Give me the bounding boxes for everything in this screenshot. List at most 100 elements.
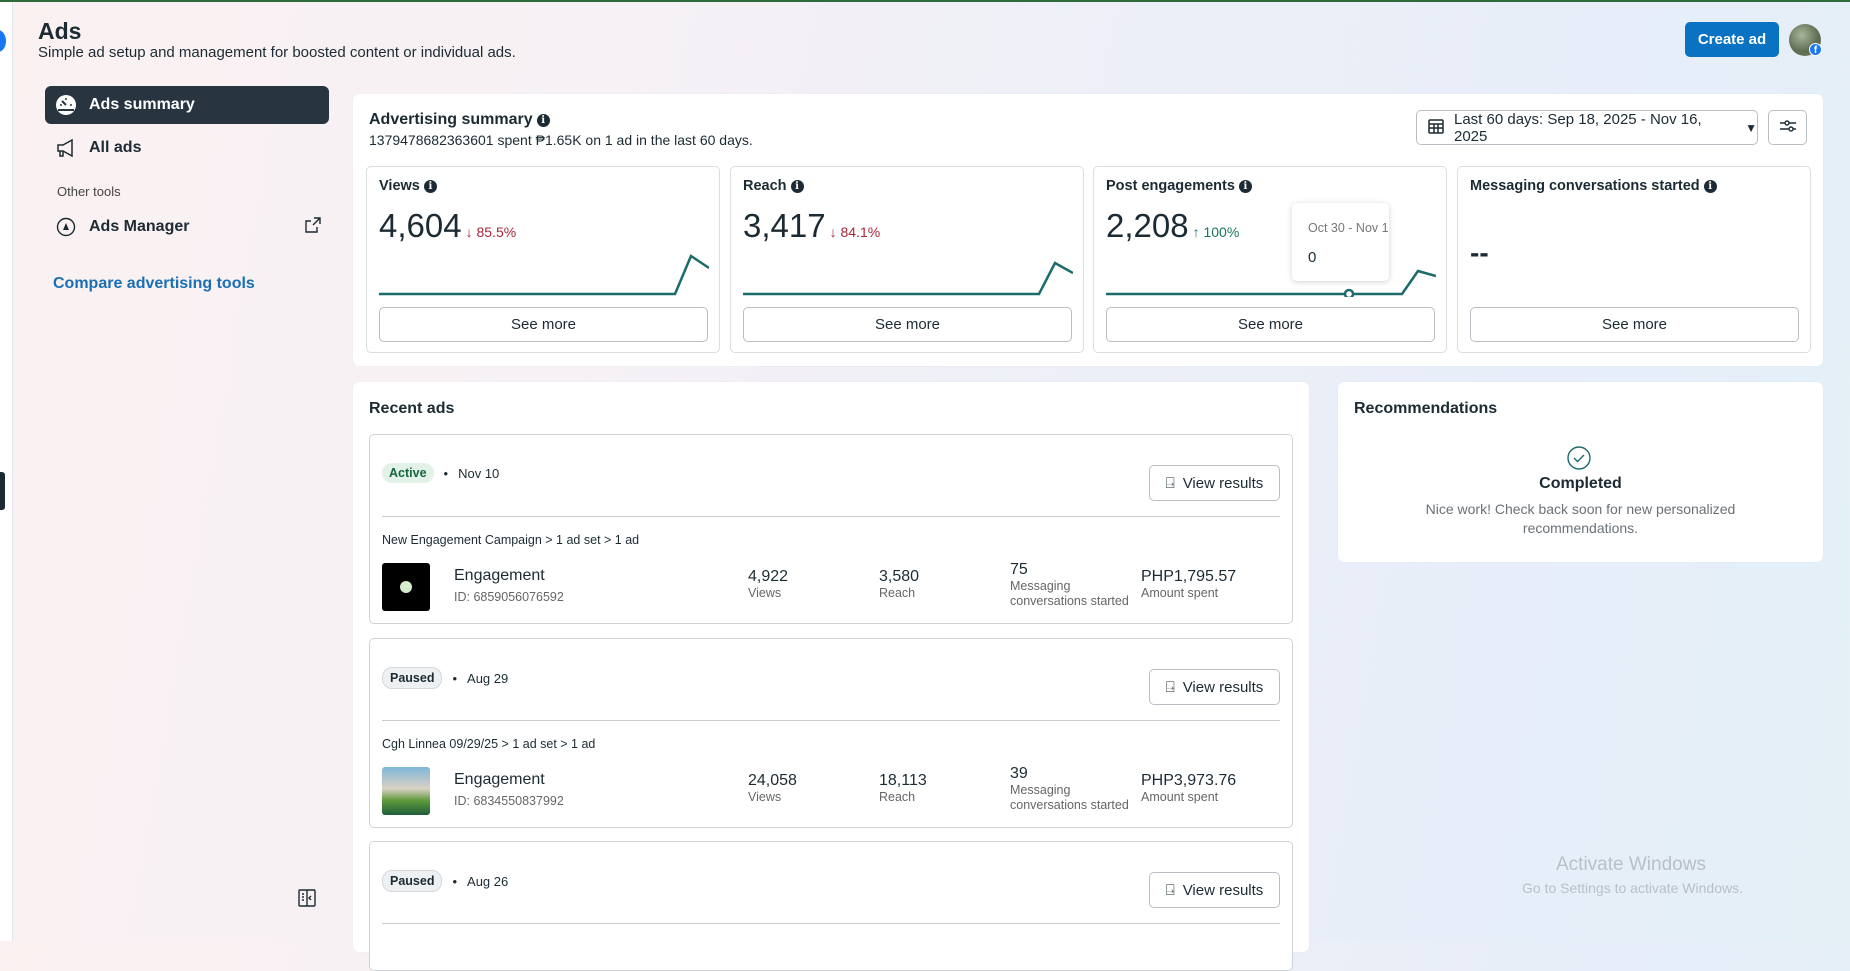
view-results-icon: ⍈ bbox=[1165, 474, 1175, 492]
date-range-label: Last 60 days: Sep 18, 2025 - Nov 16, 202… bbox=[1454, 110, 1702, 145]
filter-settings-button[interactable] bbox=[1768, 110, 1807, 145]
info-icon[interactable]: i bbox=[1703, 180, 1717, 193]
messaging-label: Messaging conversations started bbox=[1010, 783, 1129, 812]
view-results-button[interactable]: ⍈ View results bbox=[1149, 669, 1280, 705]
ad-id: ID: 6834550837992 bbox=[454, 794, 564, 808]
reach-value: 18,113 bbox=[879, 772, 927, 789]
sliders-icon bbox=[1779, 119, 1797, 137]
recommendations-title: Recommendations bbox=[1354, 400, 1498, 417]
reach-label: Reach bbox=[879, 586, 916, 600]
info-icon[interactable]: i bbox=[423, 180, 437, 193]
metric-card-post-engagements: Post engagements i 2,208 ↑ 100% See more bbox=[1093, 166, 1447, 353]
amount-spent-label: Amount spent bbox=[1141, 586, 1219, 600]
metric-label: Post engagements bbox=[1106, 178, 1235, 194]
metric-card-messaging: Messaging conversations started i -- See … bbox=[1457, 166, 1811, 353]
date-range-dropdown[interactable]: Last 60 days: Sep 18, 2025 - Nov 16, 202… bbox=[1416, 110, 1758, 145]
metric-change: ↓ 85.5% bbox=[465, 224, 517, 240]
messaging-label: Messaging conversations started bbox=[1010, 579, 1129, 608]
see-more-button[interactable]: See more bbox=[1470, 307, 1799, 342]
summary-description: 1379478682363601 spent ₱1.65K on 1 ad in… bbox=[369, 132, 753, 148]
metric-value: -- bbox=[1470, 237, 1489, 268]
status-badge: Paused bbox=[382, 870, 443, 892]
metric-card-reach: Reach i 3,417 ↓ 84.1% See more bbox=[730, 166, 1084, 353]
button-label: View results bbox=[1182, 881, 1264, 899]
summary-title: Advertising summary bbox=[369, 111, 533, 128]
activate-windows-subtitle: Go to Settings to activate Windows. bbox=[1522, 880, 1743, 896]
info-icon[interactable]: i bbox=[1238, 180, 1252, 193]
ad-date: Nov 10 bbox=[458, 465, 500, 481]
recommendations-status: Completed bbox=[1539, 475, 1622, 492]
ad-thumbnail bbox=[382, 767, 430, 815]
info-icon[interactable]: i bbox=[790, 180, 804, 193]
sidebar-item-ads-summary[interactable]: Ads summary bbox=[45, 86, 329, 124]
view-results-icon: ⍈ bbox=[1165, 678, 1175, 696]
chart-tooltip: Oct 30 - Nov 1 0 bbox=[1292, 203, 1389, 281]
views-label: Views bbox=[748, 586, 782, 600]
amount-spent-label: Amount spent bbox=[1141, 790, 1219, 804]
divider bbox=[382, 516, 1280, 517]
caret-down-icon: ▼ bbox=[1745, 120, 1757, 135]
amount-spent-value: PHP3,973.76 bbox=[1141, 772, 1237, 789]
button-label: View results bbox=[1182, 474, 1264, 492]
metric-card-views: Views i 4,604 ↓ 85.5% See more bbox=[366, 166, 720, 353]
recent-ads-title: Recent ads bbox=[369, 400, 455, 417]
ad-date: Aug 29 bbox=[467, 670, 509, 686]
messaging-value: 39 bbox=[1010, 765, 1028, 782]
see-more-button[interactable]: See more bbox=[379, 307, 708, 342]
see-more-button[interactable]: See more bbox=[1106, 307, 1435, 342]
sidebar-item-label: Ads Manager bbox=[89, 218, 190, 235]
sidebar-item-label: All ads bbox=[89, 139, 142, 156]
collapse-sidebar-icon[interactable] bbox=[298, 889, 316, 912]
page-title: Ads bbox=[38, 18, 82, 44]
create-ad-button[interactable]: Create ad bbox=[1685, 22, 1779, 57]
status-badge: Paused bbox=[382, 667, 443, 689]
sidebar-item-label: Ads summary bbox=[89, 96, 195, 113]
facebook-icon: f bbox=[1809, 43, 1822, 56]
hover-point[interactable] bbox=[1343, 288, 1355, 297]
status-badge: Active bbox=[382, 463, 434, 483]
section-label-other-tools: Other tools bbox=[57, 184, 121, 199]
metric-label: Views bbox=[379, 178, 420, 194]
views-value: 4,922 bbox=[748, 568, 789, 585]
divider bbox=[382, 923, 1280, 924]
ads-manager-icon bbox=[55, 216, 77, 238]
view-results-button[interactable]: ⍈ View results bbox=[1149, 872, 1280, 908]
activate-windows-title: Activate Windows bbox=[1556, 854, 1706, 875]
metric-value: 4,604 bbox=[379, 207, 462, 244]
metric-label: Messaging conversations started bbox=[1470, 178, 1700, 194]
top-border bbox=[0, 0, 1850, 2]
tooltip-value: 0 bbox=[1308, 249, 1317, 266]
sidebar-item-ads-manager[interactable]: Ads Manager bbox=[45, 208, 329, 246]
gauge-icon bbox=[55, 94, 77, 116]
reach-value: 3,580 bbox=[879, 568, 920, 585]
tooltip-date: Oct 30 - Nov 1 bbox=[1308, 221, 1389, 235]
meta-logo-icon[interactable] bbox=[0, 30, 6, 52]
external-link-icon bbox=[305, 216, 321, 238]
ad-breadcrumb[interactable]: Cgh Linnea 09/29/25 > 1 ad set > 1 ad bbox=[382, 737, 596, 751]
views-sparkline bbox=[379, 254, 709, 296]
post-engagements-sparkline bbox=[1106, 269, 1436, 297]
info-icon[interactable]: i bbox=[536, 114, 550, 127]
button-label: View results bbox=[1182, 678, 1264, 696]
ad-card: Active • Nov 10 ⍈ View results New Engageme… bbox=[369, 434, 1293, 624]
rail-indicator bbox=[0, 472, 5, 510]
ad-name[interactable]: Engagement bbox=[454, 567, 545, 584]
metric-value: 3,417 bbox=[743, 207, 826, 244]
amount-spent-value: PHP1,795.57 bbox=[1141, 568, 1237, 585]
ad-date: Aug 26 bbox=[467, 873, 509, 889]
ad-card: Paused • Aug 29 ⍈ View results Cgh Linnea 0… bbox=[369, 638, 1293, 828]
sidebar-item-all-ads[interactable]: All ads bbox=[45, 129, 329, 167]
view-results-button[interactable]: ⍈ View results bbox=[1149, 465, 1280, 501]
messaging-value: 75 bbox=[1010, 561, 1028, 578]
check-circle-icon bbox=[1567, 446, 1591, 475]
ad-card: Paused • Aug 26 ⍈ View results bbox=[369, 841, 1293, 971]
ad-name[interactable]: Engagement bbox=[454, 771, 545, 788]
compare-advertising-tools-link[interactable]: Compare advertising tools bbox=[53, 275, 255, 292]
ad-id: ID: 6859056076592 bbox=[454, 590, 564, 604]
recommendations-panel: Recommendations Completed Nice work! Che… bbox=[1338, 382, 1823, 562]
left-rail bbox=[0, 2, 13, 941]
metric-change: ↑ 100% bbox=[1192, 224, 1240, 240]
ad-breadcrumb[interactable]: New Engagement Campaign > 1 ad set > 1 a… bbox=[382, 533, 640, 547]
metric-change: ↓ 84.1% bbox=[829, 224, 881, 240]
see-more-button[interactable]: See more bbox=[743, 307, 1072, 342]
